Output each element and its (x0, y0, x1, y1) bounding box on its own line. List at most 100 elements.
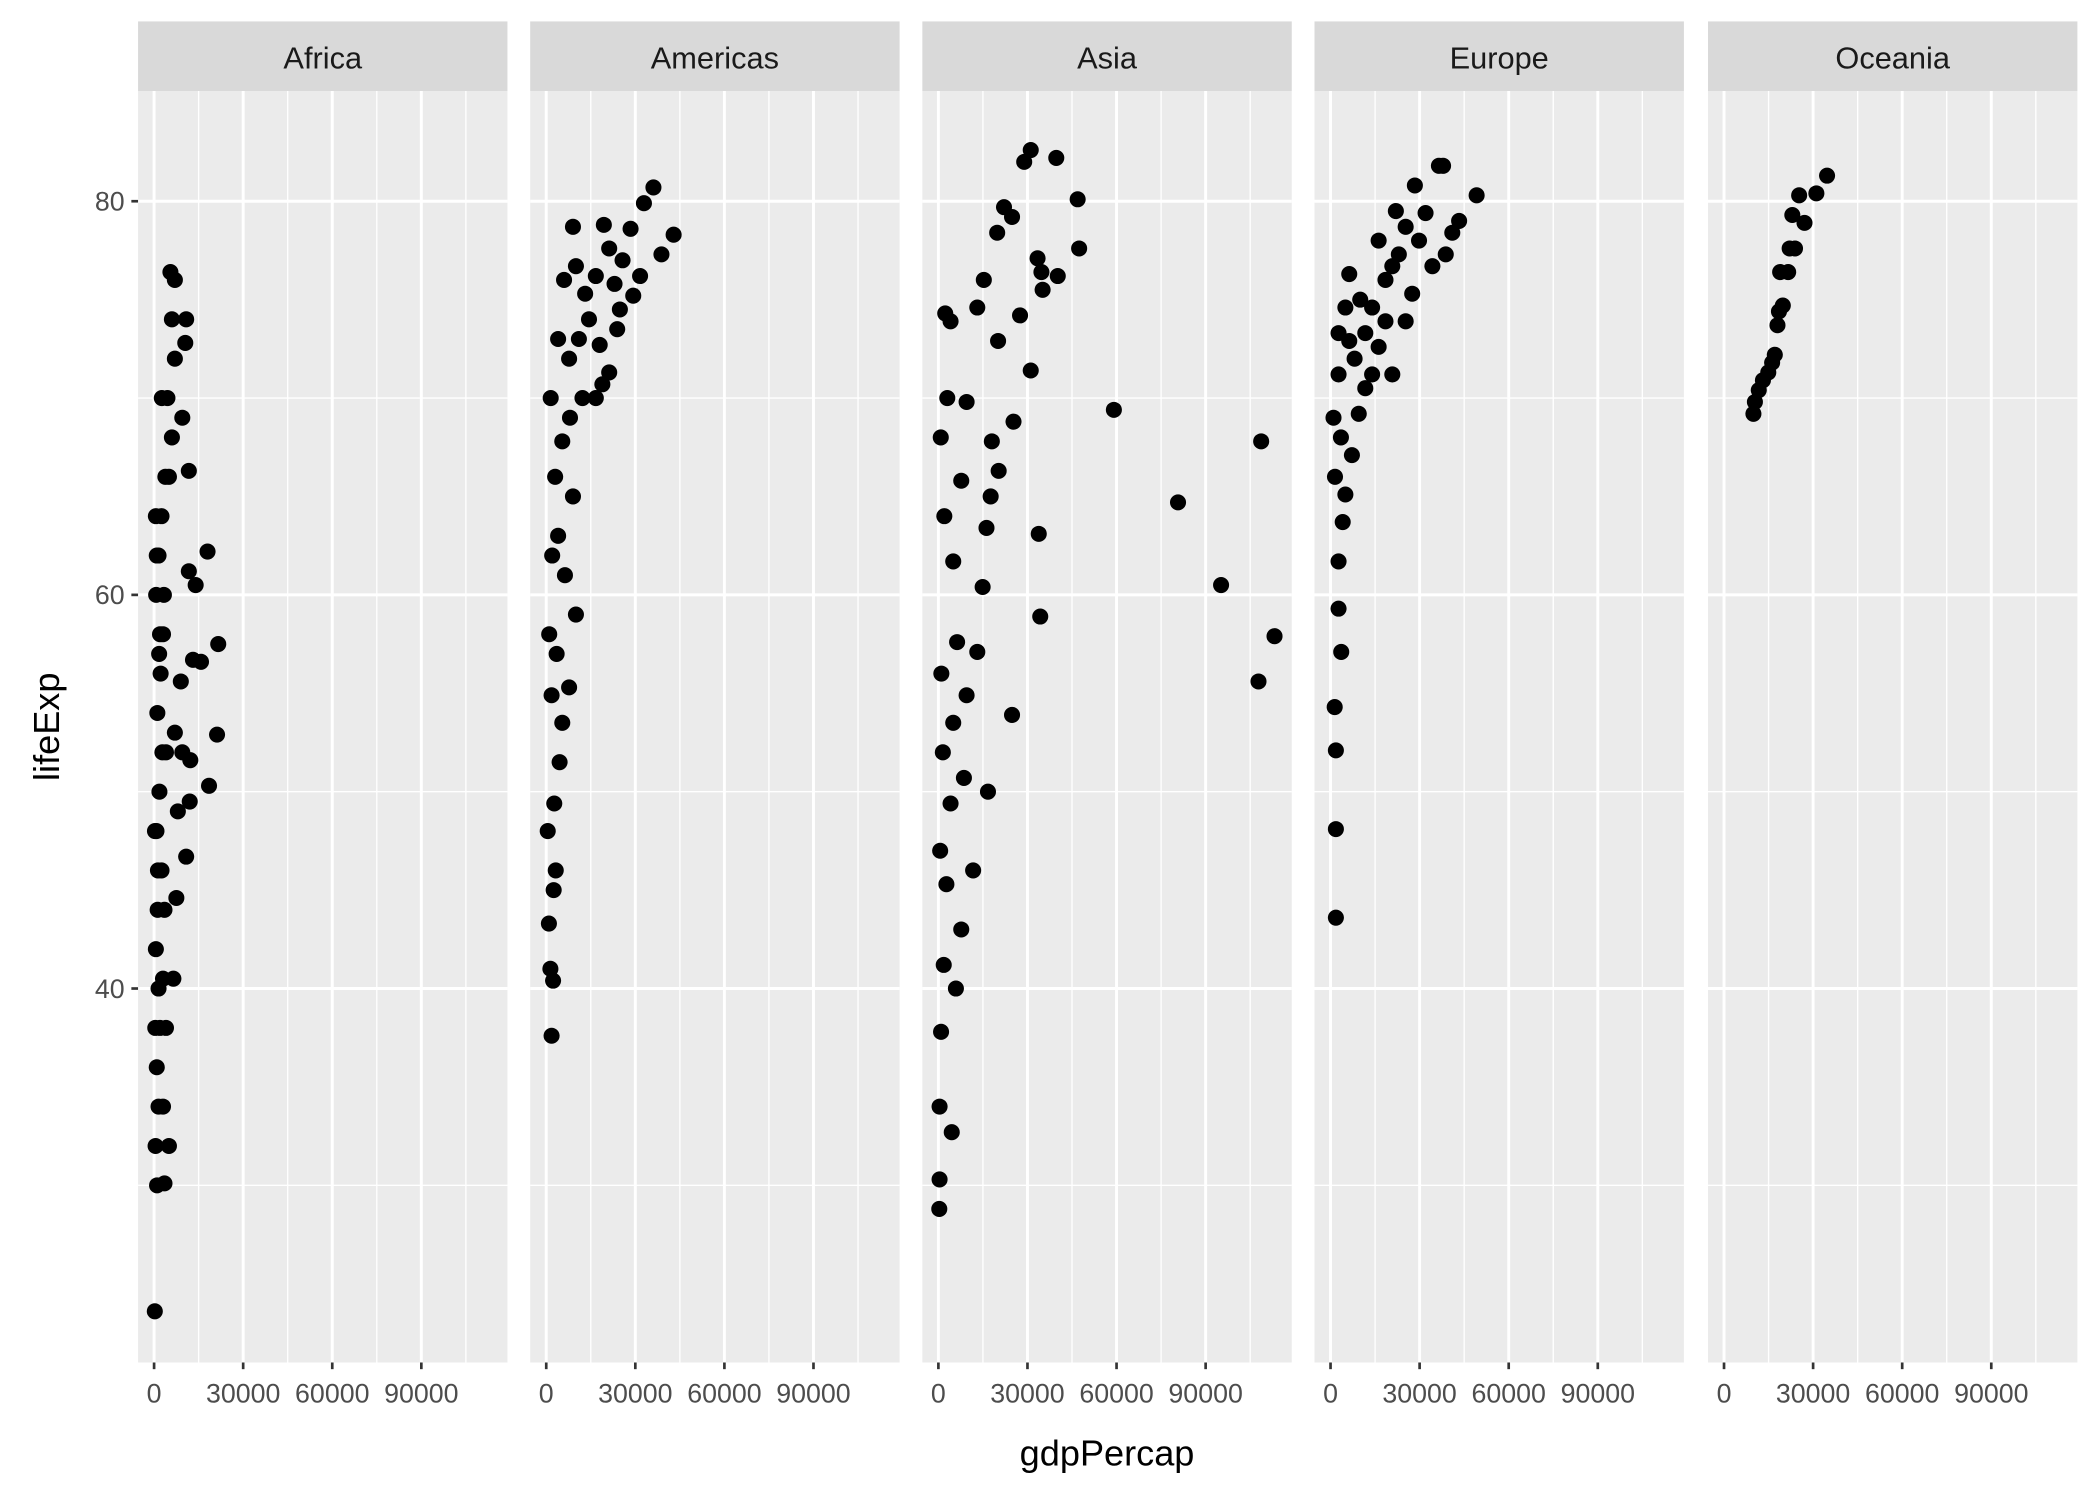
data-point (540, 915, 557, 932)
facet-strip (530, 21, 900, 92)
data-point (1326, 699, 1343, 716)
data-point (172, 673, 189, 690)
data-point (1417, 205, 1434, 222)
data-point (653, 246, 670, 263)
x-tick-label: 60000 (295, 1379, 369, 1409)
data-point (564, 218, 581, 235)
facet-panel-americas: 0 30000 60000 90000 Americas (530, 21, 900, 1409)
data-point (174, 744, 191, 761)
data-point (1337, 486, 1354, 503)
y-tick-label: 80 (95, 187, 125, 217)
data-point (933, 1023, 950, 1040)
data-point (1387, 203, 1404, 220)
data-point (554, 433, 571, 450)
data-point (1169, 494, 1187, 511)
data-point (210, 636, 227, 653)
data-point (1766, 346, 1783, 363)
data-point (990, 462, 1007, 479)
data-point (1069, 191, 1086, 208)
x-tick-label: 60000 (687, 1379, 761, 1409)
data-point (1337, 299, 1354, 316)
data-point (154, 744, 171, 761)
data-point (561, 409, 579, 426)
x-tick-label: 90000 (1168, 1379, 1242, 1409)
data-point (1370, 232, 1387, 249)
facet-strip-label: Oceania (1835, 40, 1950, 75)
data-point (166, 350, 183, 367)
data-point (156, 1175, 173, 1192)
data-point (622, 220, 639, 237)
data-point (1384, 258, 1401, 275)
data-point (1325, 409, 1342, 426)
data-point (1029, 250, 1046, 267)
x-tick-label: 90000 (1561, 1379, 1635, 1409)
data-point (625, 287, 642, 304)
data-point (180, 563, 197, 580)
data-point (979, 783, 997, 800)
data-point (1022, 362, 1039, 379)
facet-strip (138, 21, 508, 92)
data-point (163, 429, 180, 446)
data-point (1266, 628, 1283, 645)
data-point (1332, 429, 1349, 446)
data-point (990, 332, 1007, 350)
data-point (939, 390, 956, 407)
data-point (1330, 553, 1347, 570)
data-point (1468, 187, 1485, 204)
data-point (983, 433, 1000, 450)
data-point (168, 889, 185, 907)
x-tick-label: 60000 (1865, 1379, 1939, 1409)
data-point (1786, 240, 1804, 257)
facet-strip (922, 21, 1292, 92)
data-point (936, 508, 953, 525)
data-point (1357, 325, 1374, 342)
data-point (935, 956, 952, 973)
data-point (539, 823, 556, 840)
facet-strip-label: Europe (1450, 40, 1549, 75)
data-point (1780, 264, 1797, 281)
data-point (1343, 447, 1360, 464)
x-tick-label: 0 (539, 1379, 554, 1409)
data-point (155, 586, 172, 603)
data-point (1012, 307, 1029, 324)
data-point (1424, 258, 1441, 275)
data-point (174, 409, 191, 426)
data-point (953, 472, 970, 489)
data-point (147, 508, 164, 525)
data-point (1333, 643, 1350, 660)
data-point (157, 468, 174, 485)
data-point (1327, 742, 1344, 759)
data-point (181, 793, 198, 810)
data-point (1774, 297, 1791, 314)
data-point (150, 980, 167, 997)
x-tick-label: 30000 (598, 1379, 672, 1409)
data-point (932, 429, 949, 446)
data-point (645, 179, 662, 196)
data-point (165, 970, 182, 987)
data-point (1397, 313, 1414, 330)
data-point (938, 876, 955, 893)
data-point (606, 275, 623, 292)
data-point (1049, 267, 1066, 285)
data-point (1341, 266, 1358, 283)
data-point (934, 744, 951, 761)
data-point (982, 488, 999, 505)
data-point (1330, 325, 1347, 342)
data-point (1330, 600, 1347, 617)
data-point (1032, 608, 1049, 625)
data-point (1034, 281, 1051, 298)
data-point (146, 1303, 163, 1320)
data-point (937, 305, 954, 322)
data-point (1352, 291, 1369, 308)
data-point (1357, 380, 1374, 397)
x-tick-label: 0 (931, 1379, 946, 1409)
data-point (614, 252, 631, 269)
data-point (163, 311, 180, 328)
data-point (1769, 317, 1786, 334)
facet-panel-europe: 0 30000 60000 90000 Europe (1314, 21, 1684, 1409)
x-tick-label: 30000 (206, 1379, 280, 1409)
data-point (153, 390, 170, 407)
panel-background (530, 91, 900, 1363)
data-point (160, 1137, 177, 1155)
